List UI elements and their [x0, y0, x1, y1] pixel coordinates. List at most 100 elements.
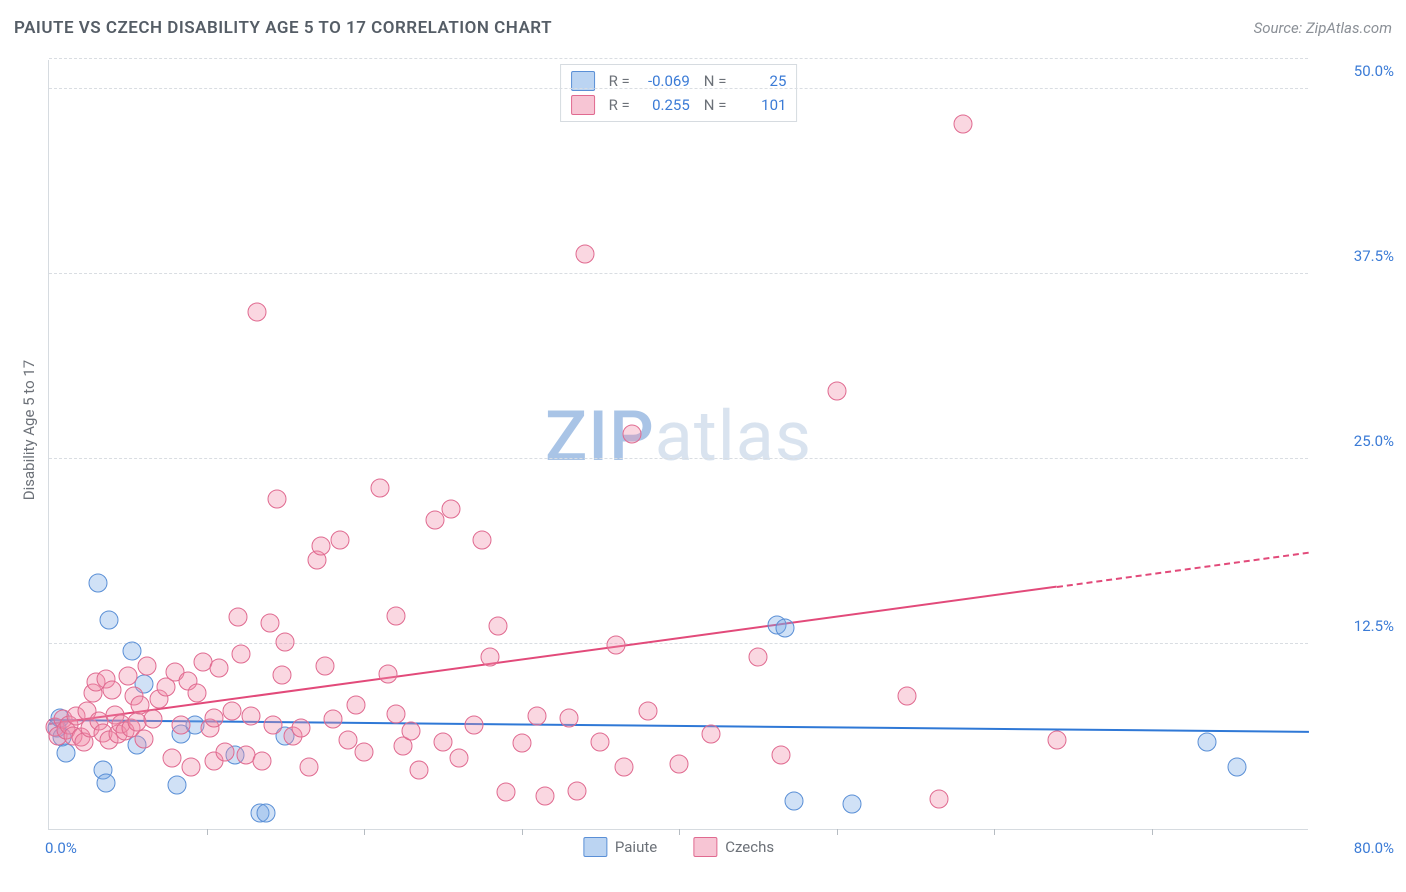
scatter-point [222, 701, 241, 720]
scatter-point [898, 686, 917, 705]
scatter-point [784, 791, 803, 810]
scatter-point [386, 606, 405, 625]
scatter-point [172, 716, 191, 735]
scatter-point [247, 303, 266, 322]
scatter-point [607, 636, 626, 655]
scatter-point [181, 757, 200, 776]
scatter-point [99, 611, 118, 630]
scatter-point [323, 710, 342, 729]
scatter-point [410, 760, 429, 779]
x-axis-tick [679, 829, 680, 835]
scatter-point [575, 245, 594, 264]
gridline [49, 643, 1308, 644]
gridline [49, 458, 1308, 459]
scatter-point [257, 803, 276, 822]
trendline-1-dashed [1057, 552, 1309, 588]
gridline [49, 273, 1308, 274]
legend-stats-row-1: R = 0.255 N = 101 [571, 93, 787, 117]
scatter-point [1227, 757, 1246, 776]
scatter-point [260, 614, 279, 633]
scatter-point [118, 667, 137, 686]
legend-R-label-1: R = [609, 96, 630, 114]
scatter-point [827, 381, 846, 400]
scatter-point [241, 707, 260, 726]
scatter-point [370, 479, 389, 498]
scatter-point [591, 732, 610, 751]
scatter-point [465, 716, 484, 735]
scatter-point [273, 666, 292, 685]
scatter-point [210, 658, 229, 677]
scatter-point [775, 618, 794, 637]
legend-series-label-1: Czechs [725, 838, 774, 856]
scatter-point [162, 748, 181, 767]
scatter-point [167, 775, 186, 794]
scatter-point [252, 751, 271, 770]
x-axis-tick [1152, 829, 1153, 835]
scatter-point [134, 729, 153, 748]
legend-swatch-1 [571, 95, 595, 115]
scatter-point [701, 725, 720, 744]
scatter-point [229, 608, 248, 627]
scatter-point [1048, 731, 1067, 750]
scatter-point [748, 648, 767, 667]
scatter-point [216, 743, 235, 762]
scatter-point [312, 537, 331, 556]
scatter-point [638, 701, 657, 720]
legend-series-item-0: Paiute [583, 837, 657, 857]
scatter-point [205, 708, 224, 727]
scatter-point [143, 710, 162, 729]
gridline [49, 58, 1308, 59]
scatter-point [953, 115, 972, 134]
scatter-point [276, 633, 295, 652]
y-axis-right-label: 50.0% [1324, 62, 1394, 80]
legend-stats: R = -0.069 N = 25 R = 0.255 N = 101 [560, 64, 798, 122]
scatter-point [402, 722, 421, 741]
scatter-point [96, 774, 115, 793]
scatter-point [355, 743, 374, 762]
legend-N-value-1: 101 [734, 96, 786, 114]
scatter-point [315, 657, 334, 676]
legend-stats-row-0: R = -0.069 N = 25 [571, 69, 787, 93]
trendline-0 [49, 719, 1309, 733]
scatter-point [378, 664, 397, 683]
axis-origin-label: 0.0% [45, 839, 77, 857]
scatter-point [441, 500, 460, 519]
x-axis-tick [994, 829, 995, 835]
scatter-point [137, 657, 156, 676]
x-axis-tick [207, 829, 208, 835]
legend-N-label-1: N = [704, 96, 727, 114]
scatter-point [263, 716, 282, 735]
scatter-point [433, 732, 452, 751]
x-axis-tick [522, 829, 523, 835]
watermark: ZIPatlas [545, 396, 812, 478]
x-axis-tick [837, 829, 838, 835]
scatter-point [843, 794, 862, 813]
scatter-point [528, 707, 547, 726]
legend-series-swatch-0 [583, 837, 607, 857]
scatter-point [496, 782, 515, 801]
y-axis-right-label: 25.0% [1324, 432, 1394, 450]
plot-area: ZIPatlas R = -0.069 N = 25 R = 0.255 N =… [48, 60, 1308, 830]
chart-source: Source: ZipAtlas.com [1254, 19, 1392, 37]
legend-series-swatch-1 [693, 837, 717, 857]
scatter-point [1197, 732, 1216, 751]
scatter-point [536, 787, 555, 806]
y-axis-title: Disability Age 5 to 17 [20, 360, 38, 500]
scatter-point [57, 744, 76, 763]
scatter-point [481, 648, 500, 667]
legend-series-label-0: Paiute [615, 838, 657, 856]
y-axis-right-label: 12.5% [1324, 617, 1394, 635]
chart-title: PAIUTE VS CZECH DISABILITY AGE 5 TO 17 C… [14, 18, 552, 38]
scatter-point [559, 708, 578, 727]
scatter-point [188, 683, 207, 702]
scatter-point [292, 719, 311, 738]
scatter-point [614, 757, 633, 776]
scatter-point [622, 424, 641, 443]
scatter-point [772, 745, 791, 764]
scatter-point [299, 757, 318, 776]
legend-R-value-1: 0.255 [638, 96, 690, 114]
scatter-point [123, 642, 142, 661]
scatter-point [567, 781, 586, 800]
scatter-point [670, 754, 689, 773]
y-axis-right-label: 37.5% [1324, 247, 1394, 265]
